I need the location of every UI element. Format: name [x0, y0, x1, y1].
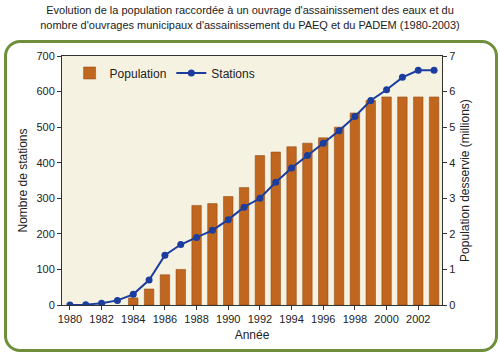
svg-text:700: 700	[36, 50, 54, 62]
svg-text:1994: 1994	[279, 313, 303, 325]
svg-text:1998: 1998	[343, 313, 367, 325]
svg-text:1990: 1990	[216, 313, 240, 325]
svg-text:1992: 1992	[248, 313, 272, 325]
svg-text:1984: 1984	[121, 313, 145, 325]
svg-text:Stations: Stations	[211, 67, 254, 81]
svg-text:600: 600	[36, 85, 54, 97]
svg-text:1996: 1996	[311, 313, 335, 325]
svg-text:1982: 1982	[89, 313, 113, 325]
svg-text:2: 2	[449, 228, 455, 240]
svg-text:200: 200	[36, 228, 54, 240]
svg-text:0: 0	[449, 299, 455, 311]
svg-text:3: 3	[449, 192, 455, 204]
svg-text:1980: 1980	[58, 313, 82, 325]
svg-text:Population desservie (millions: Population desservie (millions)	[458, 99, 472, 262]
svg-text:100: 100	[36, 263, 54, 275]
svg-text:2000: 2000	[374, 313, 398, 325]
svg-text:500: 500	[36, 121, 54, 133]
svg-text:4: 4	[449, 157, 455, 169]
svg-text:2002: 2002	[406, 313, 430, 325]
svg-text:7: 7	[449, 50, 455, 62]
svg-text:400: 400	[36, 157, 54, 169]
svg-text:1988: 1988	[184, 313, 208, 325]
svg-text:5: 5	[449, 121, 455, 133]
svg-text:1986: 1986	[153, 313, 177, 325]
svg-text:6: 6	[449, 85, 455, 97]
svg-text:300: 300	[36, 192, 54, 204]
svg-text:0: 0	[49, 299, 55, 311]
svg-text:Année: Année	[235, 328, 270, 342]
svg-text:Population: Population	[110, 67, 167, 81]
svg-text:1: 1	[449, 263, 455, 275]
svg-text:Evolution de la population rac: Evolution de la population raccordée à u…	[40, 4, 460, 30]
svg-text:Nombre de stations: Nombre de stations	[16, 128, 30, 232]
